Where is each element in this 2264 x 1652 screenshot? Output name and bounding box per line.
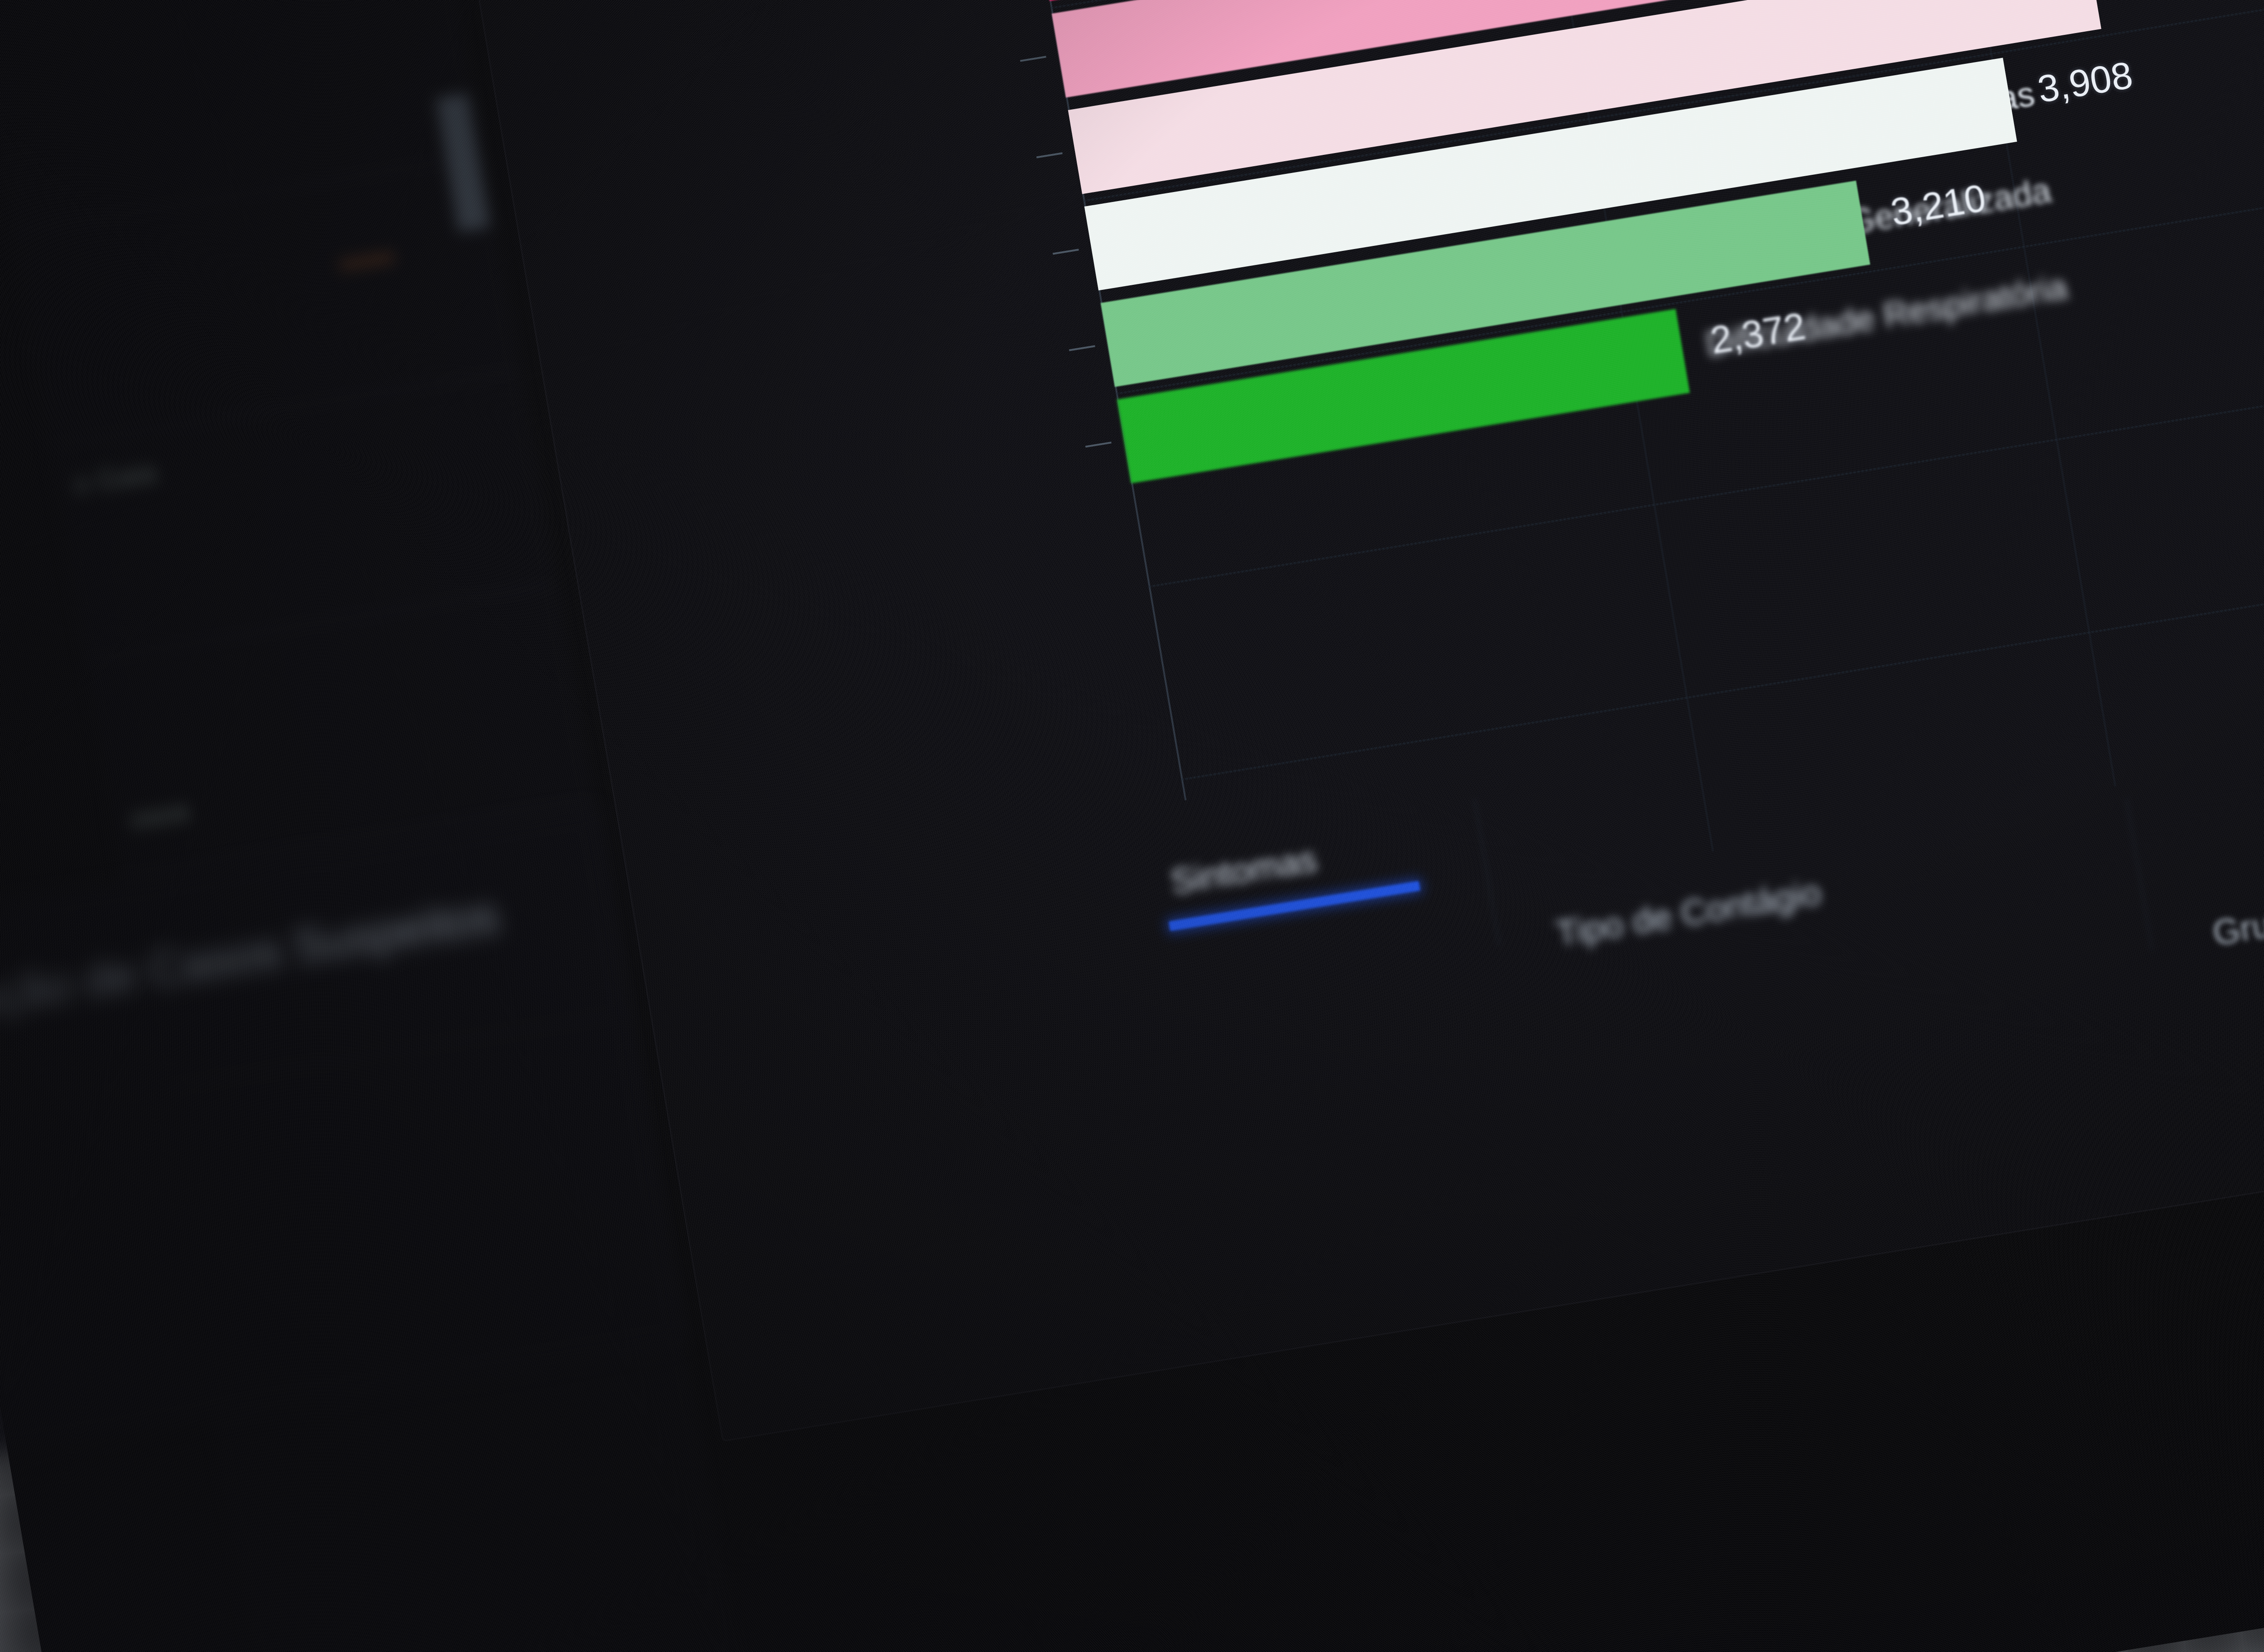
monitor-screen: nfirmados o Gaia osos Evolução de Casos … <box>0 0 2264 1652</box>
sidebar-item-generic[interactable]: osos <box>128 735 558 836</box>
tab-sintomas[interactable]: Sintomas <box>1168 838 1320 903</box>
chart-tick <box>1053 249 1079 255</box>
sidebar-divider <box>85 584 555 662</box>
secondary-card-title: Evolução de Casos Suspeitos <box>0 888 502 1042</box>
chart-tick <box>1020 56 1046 62</box>
sidebar-divider <box>13 155 482 233</box>
photo-scene: nfirmados o Gaia osos Evolução de Casos … <box>0 0 2264 1652</box>
sidebar-status-dot <box>339 252 394 271</box>
chart-tick <box>1069 345 1095 351</box>
tab-grupo-etario[interactable]: Grupo Etário <box>2210 881 2264 954</box>
tab-tipo-de-contagio[interactable]: Tipo de Contágio <box>1553 871 1824 955</box>
tab-separator <box>2126 798 2153 951</box>
sidebar-item-region[interactable]: o Gaia <box>71 400 501 501</box>
chart-tick <box>1085 442 1112 447</box>
symptoms-card: Sintomas Registados Febre <box>439 0 2264 1442</box>
bar-value-label: 3,908 <box>2034 53 2136 111</box>
bar-chart: Febre 4,280 Tosse 4,094 <box>1034 0 2264 786</box>
chart-tick <box>1036 152 1063 158</box>
tab-separator <box>1474 798 1500 946</box>
